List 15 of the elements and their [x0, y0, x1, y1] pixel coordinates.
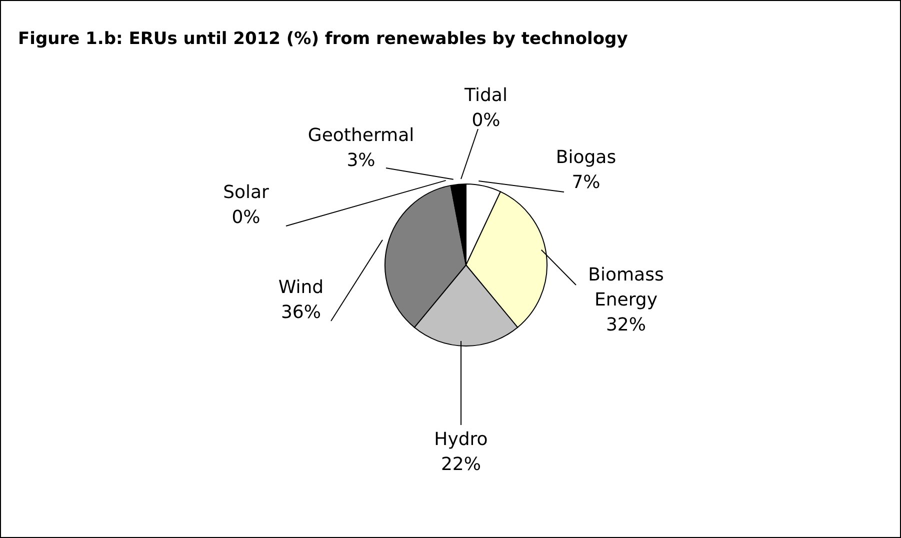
slice-label: Wind	[278, 277, 324, 298]
text: 0%	[472, 110, 500, 131]
category-label: Solar	[223, 182, 269, 203]
slice-label: Biomass Energy	[588, 264, 664, 310]
slice-label: Geothermal	[308, 125, 414, 146]
category-label: Tidal	[464, 85, 508, 106]
text: 0%	[232, 207, 260, 228]
chart-title: Figure 1.b: ERUs until 2012 (%) from renewables by technology	[18, 29, 628, 49]
data-label: 32%	[606, 314, 646, 336]
slice-label: Hydro	[434, 429, 488, 450]
data-label: 7%	[572, 172, 600, 193]
data-label: 3%	[346, 150, 376, 171]
data-label: 36%	[280, 302, 322, 323]
slice-label: Biogas	[556, 147, 616, 168]
data-label: 22%	[440, 454, 482, 475]
